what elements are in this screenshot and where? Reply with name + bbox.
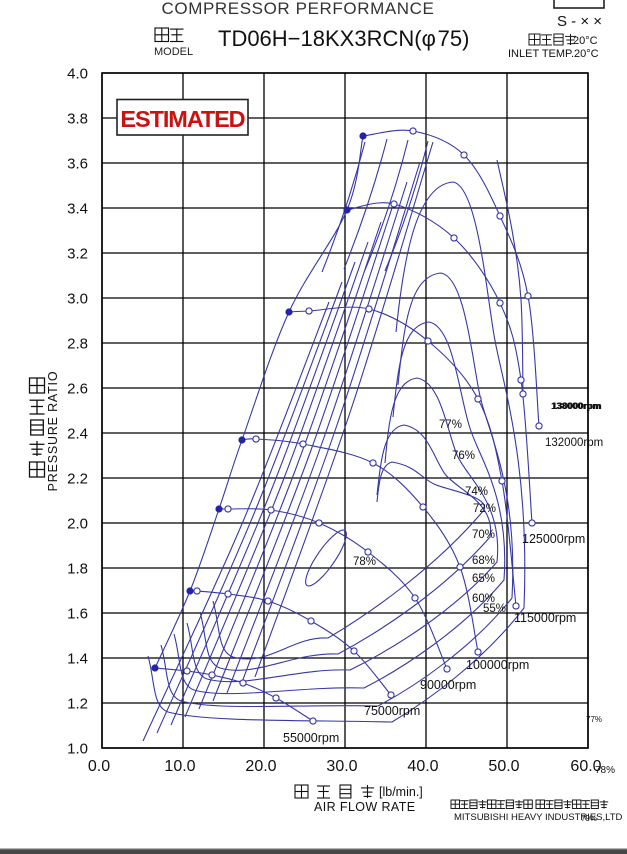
svg-text:20°C: 20°C	[573, 35, 598, 47]
svg-text:S - × ×: S - × ×	[557, 13, 602, 30]
svg-text:77%: 77%	[439, 419, 462, 431]
svg-text:132000rpm: 132000rpm	[545, 437, 603, 449]
svg-text:1.4: 1.4	[67, 650, 88, 667]
svg-text:1.2: 1.2	[67, 695, 88, 712]
svg-text:100000rpm: 100000rpm	[466, 658, 529, 672]
svg-text:1.0: 1.0	[67, 740, 88, 757]
svg-text:1.6: 1.6	[67, 605, 88, 622]
svg-text:76%: 76%	[452, 450, 475, 462]
svg-text:3.6: 3.6	[67, 155, 88, 172]
svg-text:10.0: 10.0	[164, 758, 195, 775]
svg-text:115000rpm: 115000rpm	[514, 611, 576, 625]
svg-text:72%: 72%	[473, 503, 496, 515]
svg-text:PRESSURE RATIO: PRESSURE RATIO	[46, 371, 60, 492]
svg-text:3.8: 3.8	[67, 110, 88, 127]
svg-text:78%: 78%	[595, 765, 615, 776]
svg-text:2.6: 2.6	[67, 380, 88, 397]
svg-text:78%: 78%	[353, 556, 376, 568]
svg-text:MODEL: MODEL	[154, 46, 193, 58]
svg-text:20.0: 20.0	[245, 758, 276, 775]
svg-text:60.0: 60.0	[570, 758, 601, 775]
svg-text:MITSUBISHI HEAVY INDUSTRIES,: MITSUBISHI HEAVY INDUSTRIES,LTD	[454, 812, 623, 823]
svg-text:125000rpm: 125000rpm	[522, 532, 585, 546]
svg-text:ESTIMATED: ESTIMATED	[120, 106, 244, 132]
svg-text:INLET TEMP.20°C: INLET TEMP.20°C	[508, 48, 599, 60]
svg-text:75000rpm: 75000rpm	[364, 704, 420, 718]
svg-text:55%: 55%	[483, 603, 506, 615]
svg-text:68%: 68%	[472, 555, 495, 567]
svg-text:90000rpm: 90000rpm	[420, 678, 476, 692]
svg-text:3.0: 3.0	[67, 290, 88, 307]
svg-text:0.0: 0.0	[88, 758, 110, 775]
svg-text:130000rpm: 130000rpm	[552, 401, 602, 412]
svg-text:60%: 60%	[472, 593, 495, 605]
svg-text:55000rpm: 55000rpm	[283, 731, 339, 745]
svg-text:3.2: 3.2	[67, 245, 88, 262]
svg-text:77%: 77%	[586, 715, 602, 724]
svg-text:2.8: 2.8	[67, 335, 88, 352]
svg-text:4.0: 4.0	[67, 65, 88, 82]
svg-text:1.8: 1.8	[67, 560, 88, 577]
svg-text:AIR FLOW RATE: AIR FLOW RATE	[314, 800, 416, 814]
svg-text:3.4: 3.4	[67, 200, 88, 217]
svg-text:50.0: 50.0	[488, 758, 519, 775]
svg-text:79%: 79%	[581, 814, 597, 823]
svg-text:30.0: 30.0	[326, 758, 357, 775]
svg-text:2.2: 2.2	[67, 470, 88, 487]
svg-text:2.4: 2.4	[67, 425, 88, 442]
svg-text:[lb/min.]: [lb/min.]	[379, 785, 423, 799]
svg-text:65%: 65%	[472, 573, 495, 585]
svg-text:74%: 74%	[465, 486, 488, 498]
svg-text:138000rpm: 138000rpm	[551, 401, 601, 412]
svg-text:COMPRESSOR PERFORMANCE: COMPRESSOR PERFORMANCE	[162, 0, 435, 18]
svg-text:2.0: 2.0	[67, 515, 88, 532]
svg-text:TD06H−18KX3RCN(φ 75): TD06H−18KX3RCN(φ 75)	[218, 26, 469, 51]
svg-text:70%: 70%	[472, 529, 495, 541]
svg-text:40.0: 40.0	[407, 758, 438, 775]
